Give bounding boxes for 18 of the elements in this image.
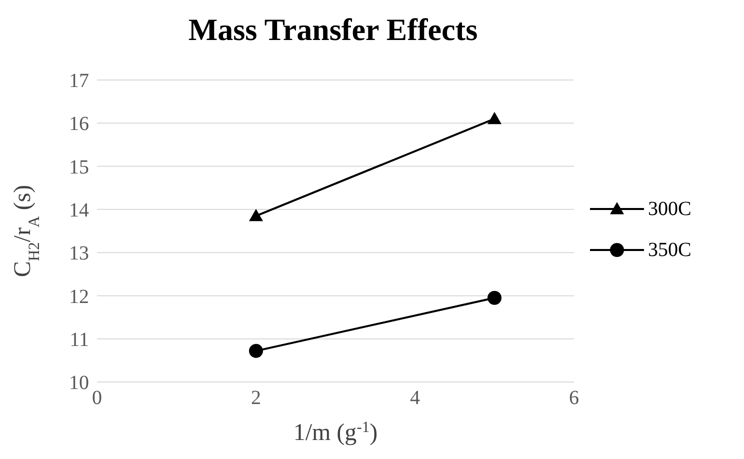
y-tick-label: 11	[70, 328, 89, 351]
y-tick-label: 10	[69, 372, 89, 394]
legend-label: 350C	[648, 238, 692, 262]
x-tick-label: 2	[251, 387, 261, 410]
y-tick-label: 16	[69, 113, 89, 136]
x-tick-label: 4	[410, 387, 420, 410]
chart-title: Mass Transfer Effects	[187, 12, 479, 48]
y-tick-label: 13	[69, 242, 89, 265]
y-tick-label: 15	[69, 156, 89, 178]
y-tick-label: 12	[69, 286, 89, 308]
x-tick-label: 0	[92, 387, 102, 410]
x-axis-title: 1/m (g$^{-1}$)	[293, 418, 378, 446]
y-tick-label: 14	[69, 200, 89, 222]
y-tick-label: 17	[69, 70, 89, 92]
x-tick-label: 6	[569, 387, 579, 410]
legend-label: 300C	[648, 198, 692, 220]
point	[249, 344, 263, 358]
point	[488, 290, 502, 305]
